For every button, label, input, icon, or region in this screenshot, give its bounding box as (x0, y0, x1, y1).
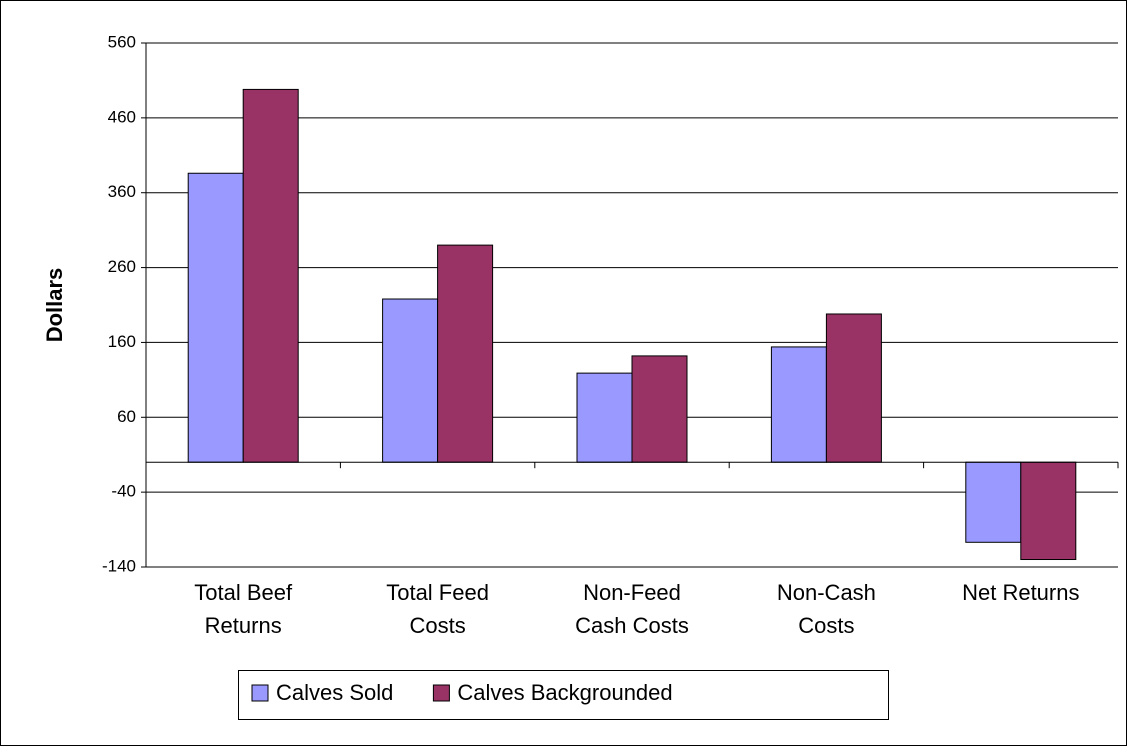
legend-box (238, 670, 889, 720)
x-tick-label: Net Returns (962, 580, 1079, 605)
bar (576, 372, 633, 463)
x-tick-label-line: Returns (205, 613, 282, 638)
x-tick-label-line: Non-Feed (583, 580, 681, 605)
legend-label: Calves Backgrounded (457, 680, 672, 705)
bar (825, 313, 882, 463)
x-tick-label-line: Non-Cash (777, 580, 876, 605)
legend-swatch (432, 684, 450, 702)
x-tick-label: Non-Cash Costs (777, 580, 876, 638)
bar (965, 461, 1022, 543)
y-axis-label: Dollars (42, 268, 67, 343)
y-tick-label: -140 (102, 556, 136, 575)
bar (631, 355, 688, 463)
y-tick-label: 60 (117, 407, 136, 426)
bar (242, 88, 299, 463)
x-tick-label: Total Beef Returns (194, 580, 293, 638)
y-tick-label: 260 (108, 257, 136, 276)
x-tick-label: Non-Feed Cash Costs (575, 580, 689, 638)
bar (382, 298, 439, 463)
x-tick-label-line: Costs (409, 613, 465, 638)
x-tick-label: Total Feed Costs (386, 580, 489, 638)
x-tick-label-line: Total Feed (386, 580, 489, 605)
y-tick-label: 360 (108, 182, 136, 201)
y-tick-label: 160 (108, 332, 136, 351)
x-tick-label-line: Total Beef (194, 580, 293, 605)
legend-label: Calves Sold (276, 680, 393, 705)
x-tick-label-line: Cash Costs (575, 613, 689, 638)
x-tick-label-line: Costs (798, 613, 854, 638)
bar (437, 244, 494, 463)
y-tick-label: 460 (108, 107, 136, 126)
bar (770, 346, 827, 463)
legend-swatch (251, 684, 269, 702)
bar (187, 172, 244, 463)
bar (1020, 461, 1077, 561)
y-tick-label: 560 (108, 32, 136, 51)
x-tick-label-line: Net Returns (962, 580, 1079, 605)
y-tick-label: -40 (111, 482, 136, 501)
